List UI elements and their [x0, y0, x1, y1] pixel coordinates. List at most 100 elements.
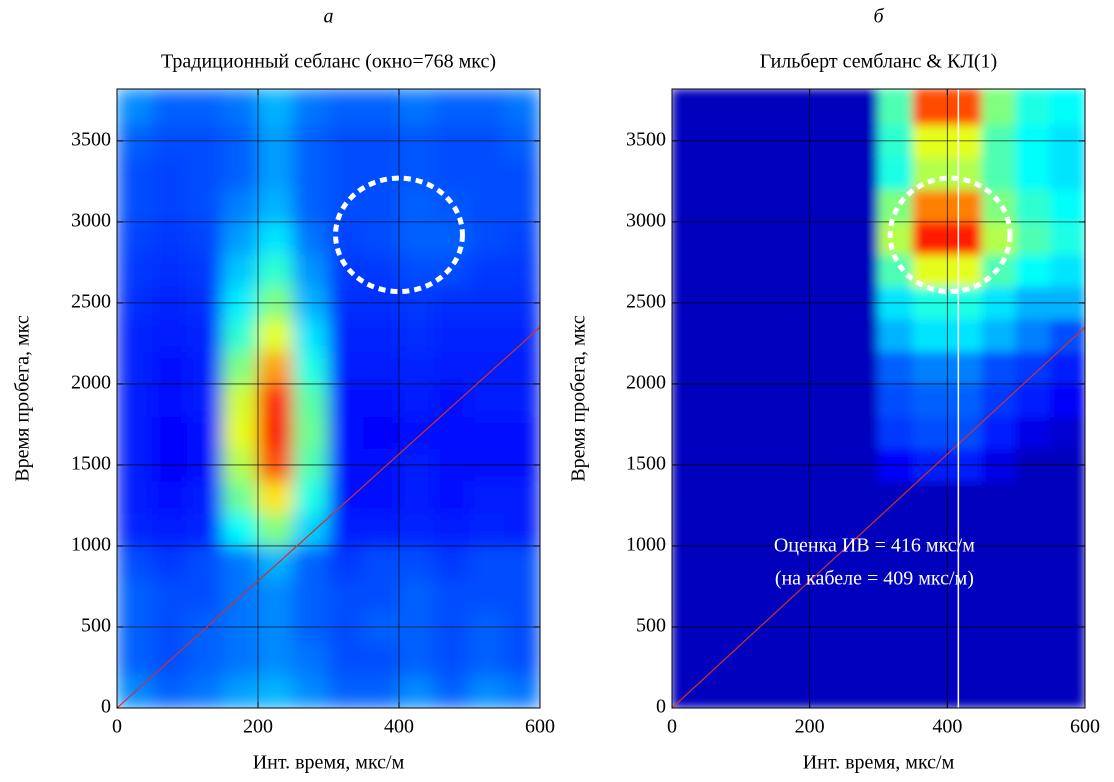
heatmap-cell — [1015, 642, 1052, 677]
heatmap-cell — [292, 253, 329, 288]
chart-title: Гильберт сембланс & КЛ(1) — [760, 51, 997, 73]
heatmap-cell — [809, 253, 845, 288]
heatmap-cell — [946, 253, 983, 288]
heatmap-cell — [363, 221, 400, 255]
heatmap-cell — [504, 415, 540, 450]
heatmap-cell — [257, 415, 294, 450]
heatmap-cell — [257, 221, 294, 255]
heatmap-cell — [774, 577, 811, 612]
heatmap-cell — [774, 318, 811, 353]
heatmap-cell — [469, 513, 506, 547]
heatmap-cell — [774, 513, 811, 547]
heatmap-cell — [292, 156, 329, 190]
heatmap-cell — [328, 383, 365, 417]
heatmap-cell — [809, 577, 845, 612]
heatmap-cell — [878, 89, 914, 126]
heatmap-cell — [328, 253, 365, 288]
heatmap-cell — [433, 156, 470, 190]
heatmap-cell — [981, 188, 1017, 223]
heatmap-cell — [878, 480, 914, 515]
heatmap-cell — [1050, 675, 1085, 708]
heatmap-cell — [187, 545, 224, 579]
heatmap-cell — [1050, 480, 1085, 515]
heatmap-cell — [946, 642, 983, 677]
heatmap-cell — [328, 513, 365, 547]
heatmap-cell — [672, 415, 707, 450]
heatmap-cell — [946, 675, 983, 708]
heatmap-cell — [774, 545, 811, 579]
reference-line — [117, 326, 540, 708]
heatmap-cell — [672, 221, 707, 255]
heatmap-cell — [328, 415, 365, 450]
heatmap-cell — [469, 480, 506, 515]
heatmap-cell — [504, 383, 540, 417]
y-tick-label: 3500 — [71, 128, 111, 150]
heatmap-cell — [222, 383, 259, 417]
heatmap-cell — [740, 89, 776, 126]
heatmap-cell — [469, 188, 506, 223]
heatmap-cell — [774, 642, 811, 677]
heatmap-cell — [117, 351, 153, 385]
heatmap-cell — [672, 89, 707, 126]
heatmap-cell — [705, 383, 742, 417]
heatmap-cell — [774, 89, 811, 126]
x-tick-label: 600 — [1070, 716, 1100, 738]
heatmap-cell — [504, 675, 540, 708]
heatmap-cell — [469, 318, 506, 353]
heatmap-cell — [117, 253, 153, 288]
x-tick-label: 200 — [795, 716, 825, 738]
heatmap-cell — [809, 351, 845, 385]
heatmap-cell — [981, 156, 1017, 190]
heatmap-cell — [705, 221, 742, 255]
heatmap-cell — [117, 480, 153, 515]
heatmap-cell — [504, 318, 540, 353]
heatmap-cell — [292, 675, 329, 708]
heatmap-cell — [672, 577, 707, 612]
heatmap-cell — [292, 577, 329, 612]
panel-letter: а — [324, 6, 334, 28]
heatmap-cell — [257, 188, 294, 223]
heatmap-cell — [672, 188, 707, 223]
heatmap-cell — [672, 351, 707, 385]
heatmap-cell — [257, 318, 294, 353]
x-tick-label: 0 — [667, 716, 677, 738]
heatmap-cell — [117, 89, 153, 126]
heatmap-cell — [257, 480, 294, 515]
heatmap-cell — [328, 89, 365, 126]
heatmap-cell — [187, 89, 224, 126]
heatmap-cell — [809, 415, 845, 450]
heatmap-cell — [257, 577, 294, 612]
heatmap-cell — [469, 545, 506, 579]
heatmap-cell — [843, 383, 879, 417]
heatmap-cell — [187, 642, 224, 677]
heatmap-cell — [363, 480, 400, 515]
heatmap-cell — [222, 89, 259, 126]
heatmap-cell — [809, 188, 845, 223]
heatmap-cell — [809, 89, 845, 126]
heatmap-cell — [433, 253, 470, 288]
heatmap-cell — [433, 545, 470, 579]
heatmap-cell — [878, 577, 914, 612]
heatmap-cell — [912, 318, 948, 353]
heatmap-cell — [878, 156, 914, 190]
heatmap-cell — [433, 513, 470, 547]
highlight-circle — [333, 175, 465, 295]
heatmap-cell — [1015, 351, 1052, 385]
heatmap-cell — [117, 188, 153, 223]
heatmap-cell — [469, 351, 506, 385]
chart-title: Традиционный себланс (окно=768 мкс) — [161, 51, 496, 73]
heatmap-cell — [1015, 577, 1052, 612]
y-tick-label: 1000 — [626, 534, 666, 556]
y-tick-label: 0 — [101, 696, 111, 718]
annotation: Оценка ИВ = 416 мкс/м — [774, 535, 975, 557]
heatmap-cell — [292, 513, 329, 547]
heatmap-cell — [328, 545, 365, 579]
heatmap-cell — [809, 545, 845, 579]
heatmap-cell — [363, 188, 400, 223]
heatmap-cell — [504, 577, 540, 612]
heatmap-cell — [809, 480, 845, 515]
x-tick-label: 600 — [525, 716, 555, 738]
heatmap-cell — [946, 383, 983, 417]
heatmap-cell — [843, 675, 879, 708]
heatmap-cell — [363, 577, 400, 612]
